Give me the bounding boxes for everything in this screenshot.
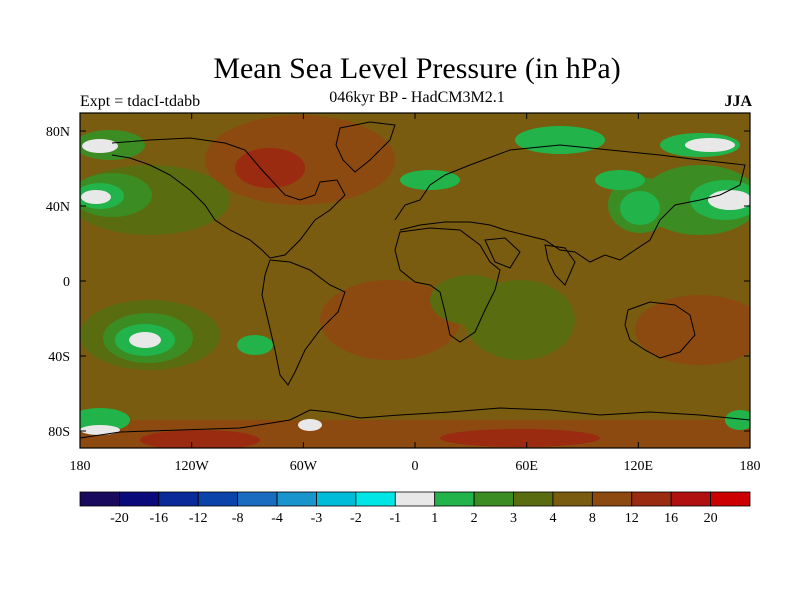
lat-tick-label: 40N: [46, 200, 70, 215]
colorbar-swatch: [355, 491, 396, 507]
africa-coast: [394, 227, 501, 343]
low-siberia: [595, 170, 645, 190]
north-america-coast: [111, 137, 346, 259]
colorbar-swatch: [158, 491, 199, 507]
lon-tick-label: 60W: [290, 459, 318, 474]
chart-subtitle: 046kyr BP - HadCM3M2.1: [329, 89, 505, 106]
low-north-pacific-west-peak: [708, 190, 750, 210]
colorbar-label: 12: [625, 511, 639, 526]
colorbar-swatch: [473, 491, 514, 507]
low-south-pacific-peak: [129, 332, 161, 348]
india-coast: [544, 244, 576, 286]
colorbar: -20 -16 -12 -8 -4 -3 -2 -1 1 2 3 4 8 12 16 20: [79, 491, 751, 526]
high-core-antarctic-east: [440, 429, 600, 447]
colorbar-label: -16: [149, 511, 168, 526]
colorbar-label: 16: [664, 511, 678, 526]
colorbar-swatch: [552, 491, 593, 507]
colorbar-swatch: [670, 491, 711, 507]
chart-title: Mean Sea Level Pressure (in hPa): [213, 52, 621, 85]
colorbar-swatch: [316, 491, 357, 507]
colorbar-label: -1: [389, 511, 401, 526]
colorbar-swatch: [276, 491, 317, 507]
low-south-east-pacific: [237, 335, 273, 355]
lon-tick-label: 60E: [515, 459, 538, 474]
antarctica-coast: [80, 407, 750, 439]
lat-tick-label: 80N: [46, 125, 70, 140]
low-east-asia-core: [620, 191, 660, 225]
lon-tick-label: 180: [70, 459, 91, 474]
colorbar-swatch: [79, 491, 120, 507]
colorbar-label: 1: [431, 511, 438, 526]
lat-tick-label: 0: [63, 275, 70, 290]
lon-tick-label: 120W: [175, 459, 210, 474]
lon-tick-label: 180: [740, 459, 761, 474]
lon-tick-label: 120E: [624, 459, 654, 474]
arabia-coast: [484, 237, 521, 269]
lat-tick-label: 40S: [48, 350, 70, 365]
south-america-coast: [261, 259, 346, 386]
high-region-south-pacific: [635, 295, 750, 365]
season-label: JJA: [724, 93, 752, 110]
colorbar-label: -20: [110, 511, 129, 526]
colorbar-swatch: [197, 491, 239, 507]
low-drake-passage-peak: [298, 419, 322, 431]
colorbar-swatch: [119, 491, 160, 507]
low-africa-region: [430, 275, 510, 325]
colorbar-label: -12: [189, 511, 208, 526]
colorbar-label: 8: [589, 511, 596, 526]
low-north-pacific-east-peak: [81, 190, 111, 204]
low-arctic-west-peak: [82, 139, 118, 153]
colorbar-label: -3: [311, 511, 323, 526]
colorbar-label: -8: [232, 511, 244, 526]
colorbar-swatch: [710, 491, 751, 507]
high-core-north-america: [235, 148, 305, 188]
low-southern-ocean-west-peak: [80, 425, 120, 435]
high-region-south-atlantic: [320, 280, 460, 360]
experiment-label: Expt = tdacI-tdabb: [80, 93, 201, 110]
colorbar-swatch: [513, 491, 554, 507]
map-axes: 80N 40N 0 40S 80S 180 120W 60W 0 60E 120E 180: [46, 113, 761, 474]
colorbar-swatch: [591, 491, 633, 507]
low-arctic-east-core: [515, 126, 605, 154]
high-core-antarctic-west: [140, 430, 260, 448]
map-background: [80, 113, 750, 448]
colorbar-label: 2: [471, 511, 478, 526]
lat-tick-label: 80S: [48, 425, 70, 440]
coastlines: [80, 121, 750, 439]
lon-tick-label: 0: [412, 459, 419, 474]
australia-coast: [624, 301, 696, 359]
colorbar-swatch: [394, 491, 436, 507]
low-southern-ocean-east: [725, 410, 750, 430]
low-arctic-far-east-peak: [685, 138, 735, 152]
colorbar-swatch: [631, 491, 672, 507]
colorbar-label: -2: [350, 511, 362, 526]
colorbar-label: 3: [510, 511, 517, 526]
colorbar-label: 20: [704, 511, 718, 526]
colorbar-swatch: [237, 491, 278, 507]
greenland-coast: [335, 121, 396, 173]
colorbar-label: 4: [549, 511, 556, 526]
colorbar-swatch: [434, 491, 475, 507]
europe-asia-coast: [394, 144, 746, 263]
colorbar-label: -4: [271, 511, 283, 526]
